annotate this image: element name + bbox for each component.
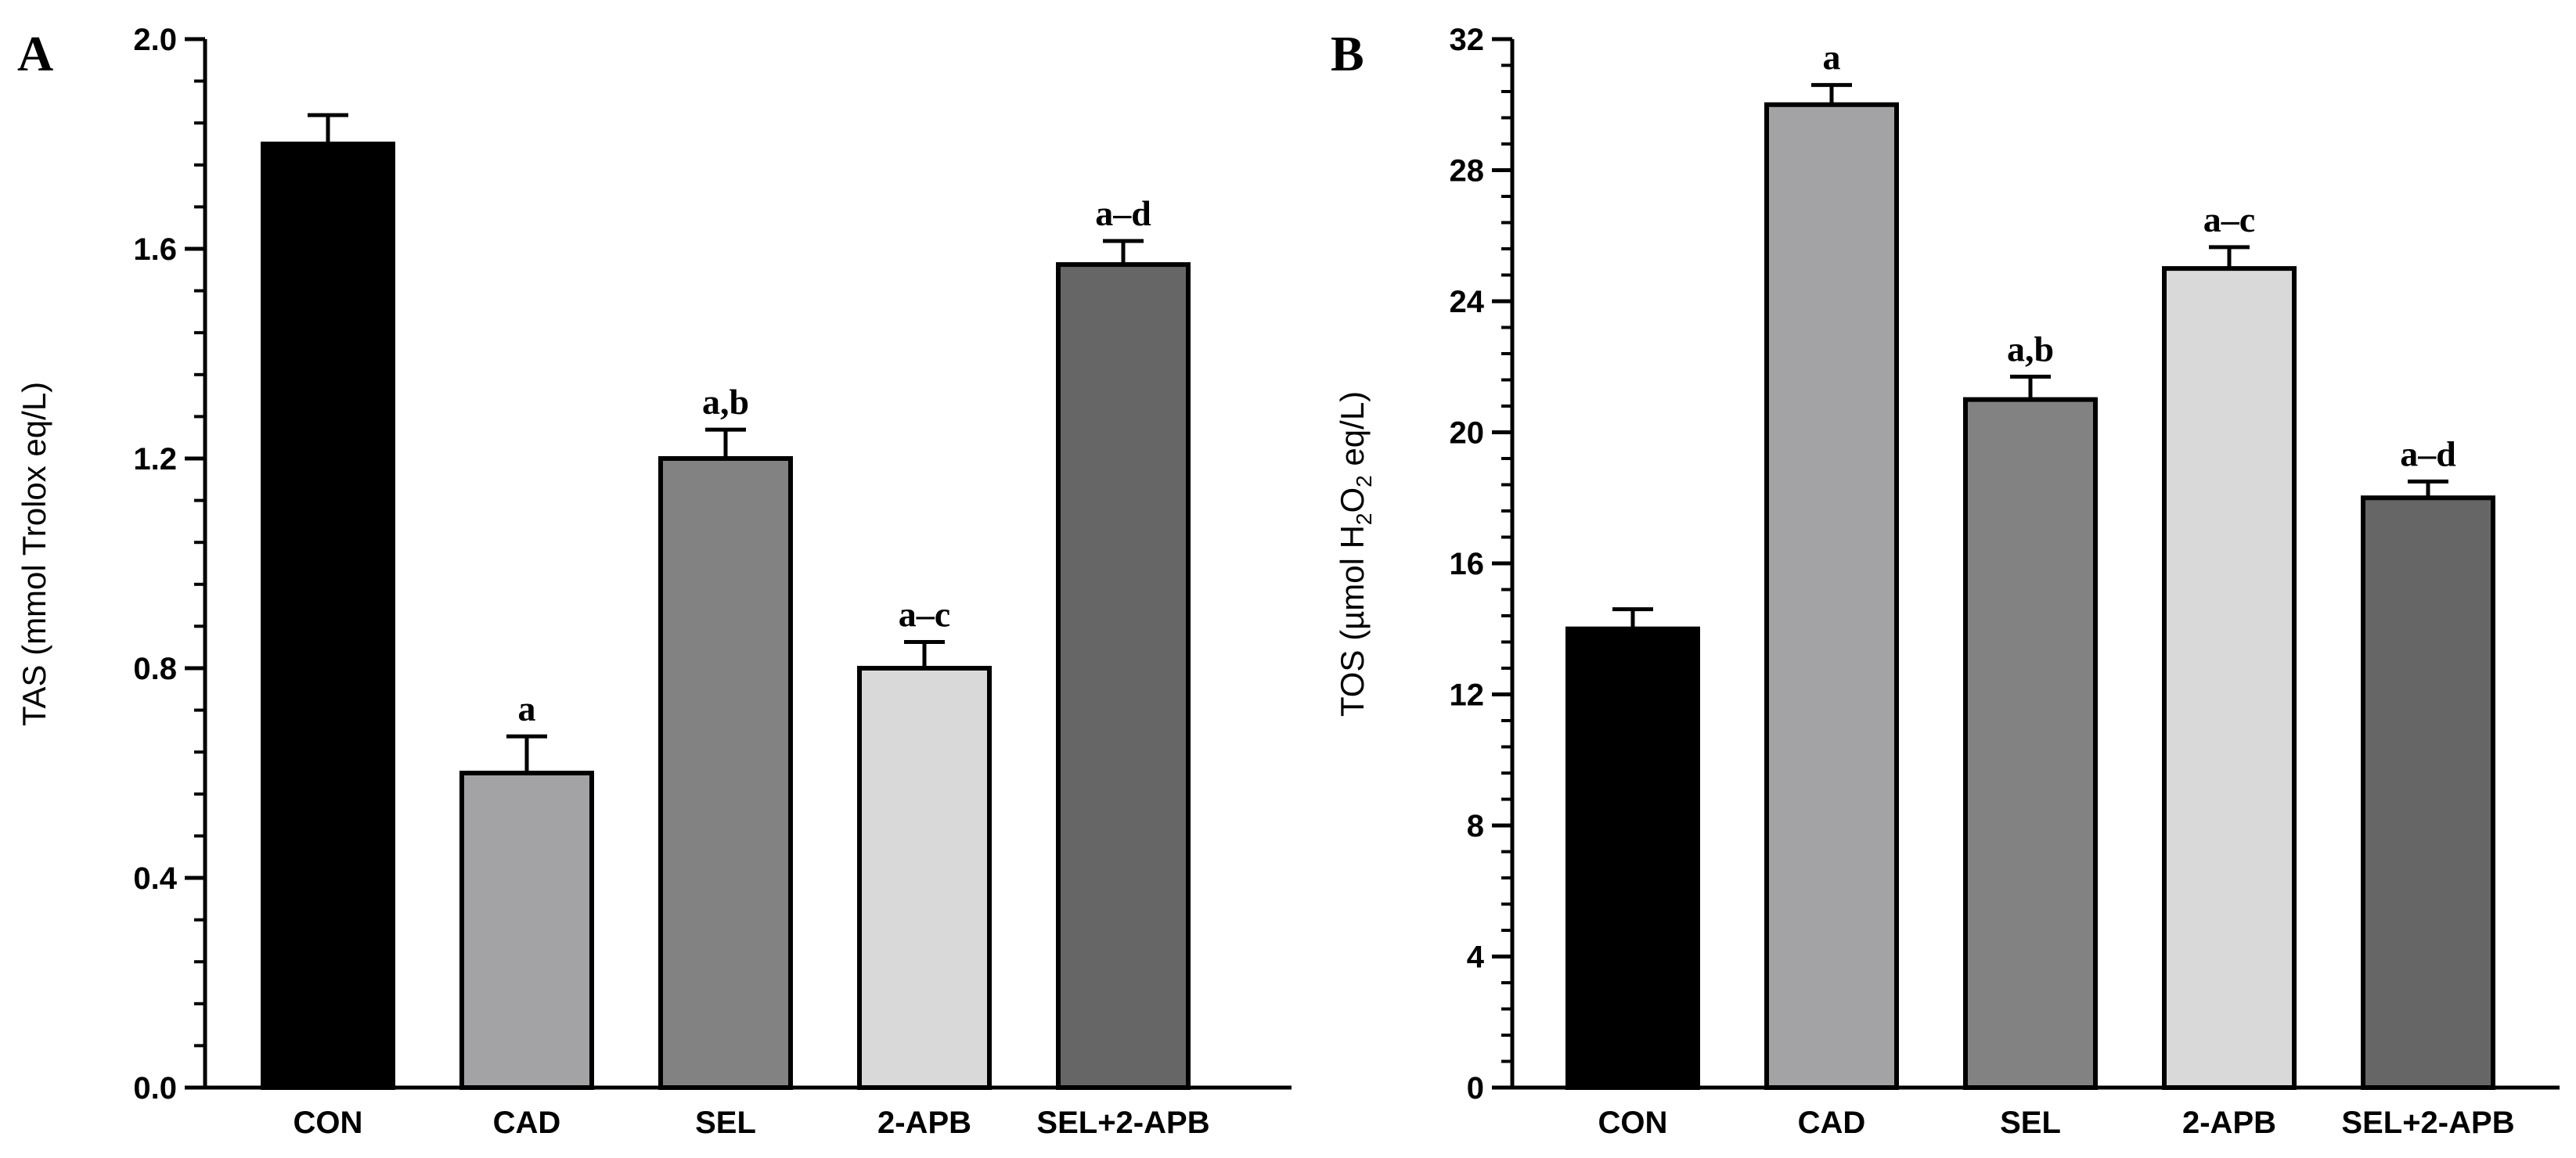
panel-a-y-axis-title: TAS (mmol Trolox eq/L) [16, 382, 52, 726]
panel-a-tick-label: 1.2 [133, 442, 177, 477]
panel-a-category-label: SEL+2-APB [1036, 1106, 1209, 1140]
panel-b-tick-label: 12 [1450, 678, 1485, 713]
panel-b-tick-label: 24 [1450, 285, 1485, 319]
panel-a-bar-cad [459, 771, 594, 1090]
panel-b-tick-label: 32 [1450, 23, 1485, 57]
panel-b-y-axis-title: TOS (µmol H2O2 eq/L) [1334, 391, 1376, 717]
panel-a-significance-label: a–c [899, 595, 950, 635]
panel-a-bar-2-apb [857, 666, 992, 1090]
panel-a-bar-con [261, 142, 395, 1090]
panel-b-y-axis-title-part: O [1334, 487, 1371, 513]
panel-b-tick-label: 28 [1450, 154, 1485, 189]
panel-a-category-label: CON [294, 1106, 363, 1140]
panel-b-y-axis-title-sub: 2 [1352, 512, 1376, 525]
panel-a-bar-sel-2-apb [1056, 262, 1191, 1091]
panel-b: B TOS (µmol H2O2 eq/L) 048121620242832CO… [1331, 23, 2560, 1140]
panel-a-category-label: SEL [695, 1106, 756, 1140]
panel-b-bar-2-apb [2162, 266, 2297, 1090]
panel-b-y-axis-title-part: TOS (µmol H [1334, 525, 1371, 717]
panel-a-significance-label: a,b [702, 382, 749, 422]
panel-b-category-label: CON [1598, 1106, 1668, 1140]
panel-b-significance-label: a–d [2400, 433, 2456, 473]
panel-b-bar-cad [1764, 102, 1899, 1090]
panel-b-category-label: CAD [1798, 1106, 1866, 1140]
panel-b-bar-sel-2-apb [2361, 495, 2495, 1090]
panel-b-significance-label: a,b [2007, 329, 2054, 369]
panel-a-tick-label: 0.4 [133, 861, 177, 896]
panel-b-tick-label: 16 [1450, 547, 1485, 581]
panel-b-y-axis-title-part: eq/L) [1334, 391, 1371, 475]
panel-a-category-label: 2-APB [877, 1106, 971, 1140]
panel-b-tick-label: 0 [1467, 1071, 1484, 1106]
panel-a-significance-label: a–d [1095, 193, 1151, 233]
panel-a-category-label: CAD [493, 1106, 561, 1140]
panel-b-tick-label: 8 [1467, 809, 1484, 843]
panel-a-tick-label: 0.8 [133, 652, 177, 686]
panel-b-tick-label: 4 [1467, 940, 1485, 975]
panel-b-category-label: 2-APB [2182, 1106, 2276, 1140]
panel-b-significance-label: a [1823, 38, 1841, 77]
panel-b-category-label: SEL+2-APB [2341, 1106, 2514, 1140]
panel-b-y-axis-title-sub: 2 [1352, 475, 1376, 487]
panel-letter-b: B [1331, 26, 1364, 81]
panel-b-plot: 0 4 8 12 16 20 24 28 32 CON CAD a SEL a,b 2-APB a–c SEL+… [1450, 23, 2560, 1140]
panel-b-significance-label: a–c [2203, 200, 2255, 239]
panel-b-bar-con [1565, 626, 1700, 1090]
panel-b-tick-label: 20 [1450, 416, 1485, 451]
panel-a-tick-label: 0.0 [133, 1071, 177, 1106]
panel-a-tick-label: 2.0 [133, 23, 177, 57]
panel-a-plot: 0.0 0.4 0.8 1.2 1.6 2.0 CON CAD a SEL a,b 2-APB a–c S… [133, 23, 1292, 1140]
panel-a-bar-sel [658, 456, 793, 1090]
panel-a-tick-label: 1.6 [133, 232, 177, 267]
panel-a: A TAS (mmol Trolox eq/L) 0.0 0.4 0.8 1.2 1.6… [16, 23, 1292, 1140]
panel-letter-a: A [17, 26, 53, 81]
panel-b-category-label: SEL [2000, 1106, 2061, 1140]
panel-b-bar-sel [1963, 397, 2098, 1090]
panel-a-significance-label: a [518, 689, 536, 728]
